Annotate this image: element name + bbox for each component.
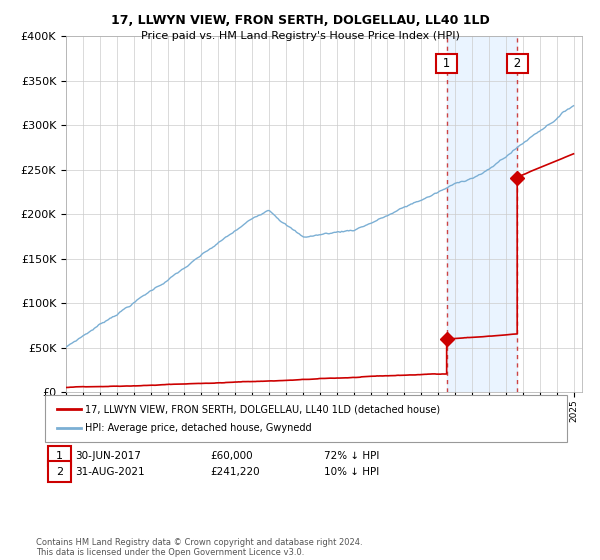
Text: 17, LLWYN VIEW, FRON SERTH, DOLGELLAU, LL40 1LD: 17, LLWYN VIEW, FRON SERTH, DOLGELLAU, L… [110,14,490,27]
Text: £241,220: £241,220 [210,466,260,477]
Text: Price paid vs. HM Land Registry's House Price Index (HPI): Price paid vs. HM Land Registry's House … [140,31,460,41]
Bar [446,36,517,392]
Text: 2: 2 [510,57,525,69]
Text: HPI: Average price, detached house, Gwynedd: HPI: Average price, detached house, Gwyn… [85,423,312,433]
Text: 10% ↓ HPI: 10% ↓ HPI [324,466,379,477]
Text: 1: 1 [56,451,63,461]
Text: 30-JUN-2017: 30-JUN-2017 [75,451,141,461]
Text: £60,000: £60,000 [210,451,253,461]
Text: 31-AUG-2021: 31-AUG-2021 [75,466,145,477]
Text: 2: 2 [56,466,63,477]
Text: 1: 1 [439,57,454,69]
Text: Contains HM Land Registry data © Crown copyright and database right 2024.
This d: Contains HM Land Registry data © Crown c… [36,538,362,557]
Text: 17, LLWYN VIEW, FRON SERTH, DOLGELLAU, LL40 1LD (detached house): 17, LLWYN VIEW, FRON SERTH, DOLGELLAU, L… [85,404,440,414]
Text: 72% ↓ HPI: 72% ↓ HPI [324,451,379,461]
